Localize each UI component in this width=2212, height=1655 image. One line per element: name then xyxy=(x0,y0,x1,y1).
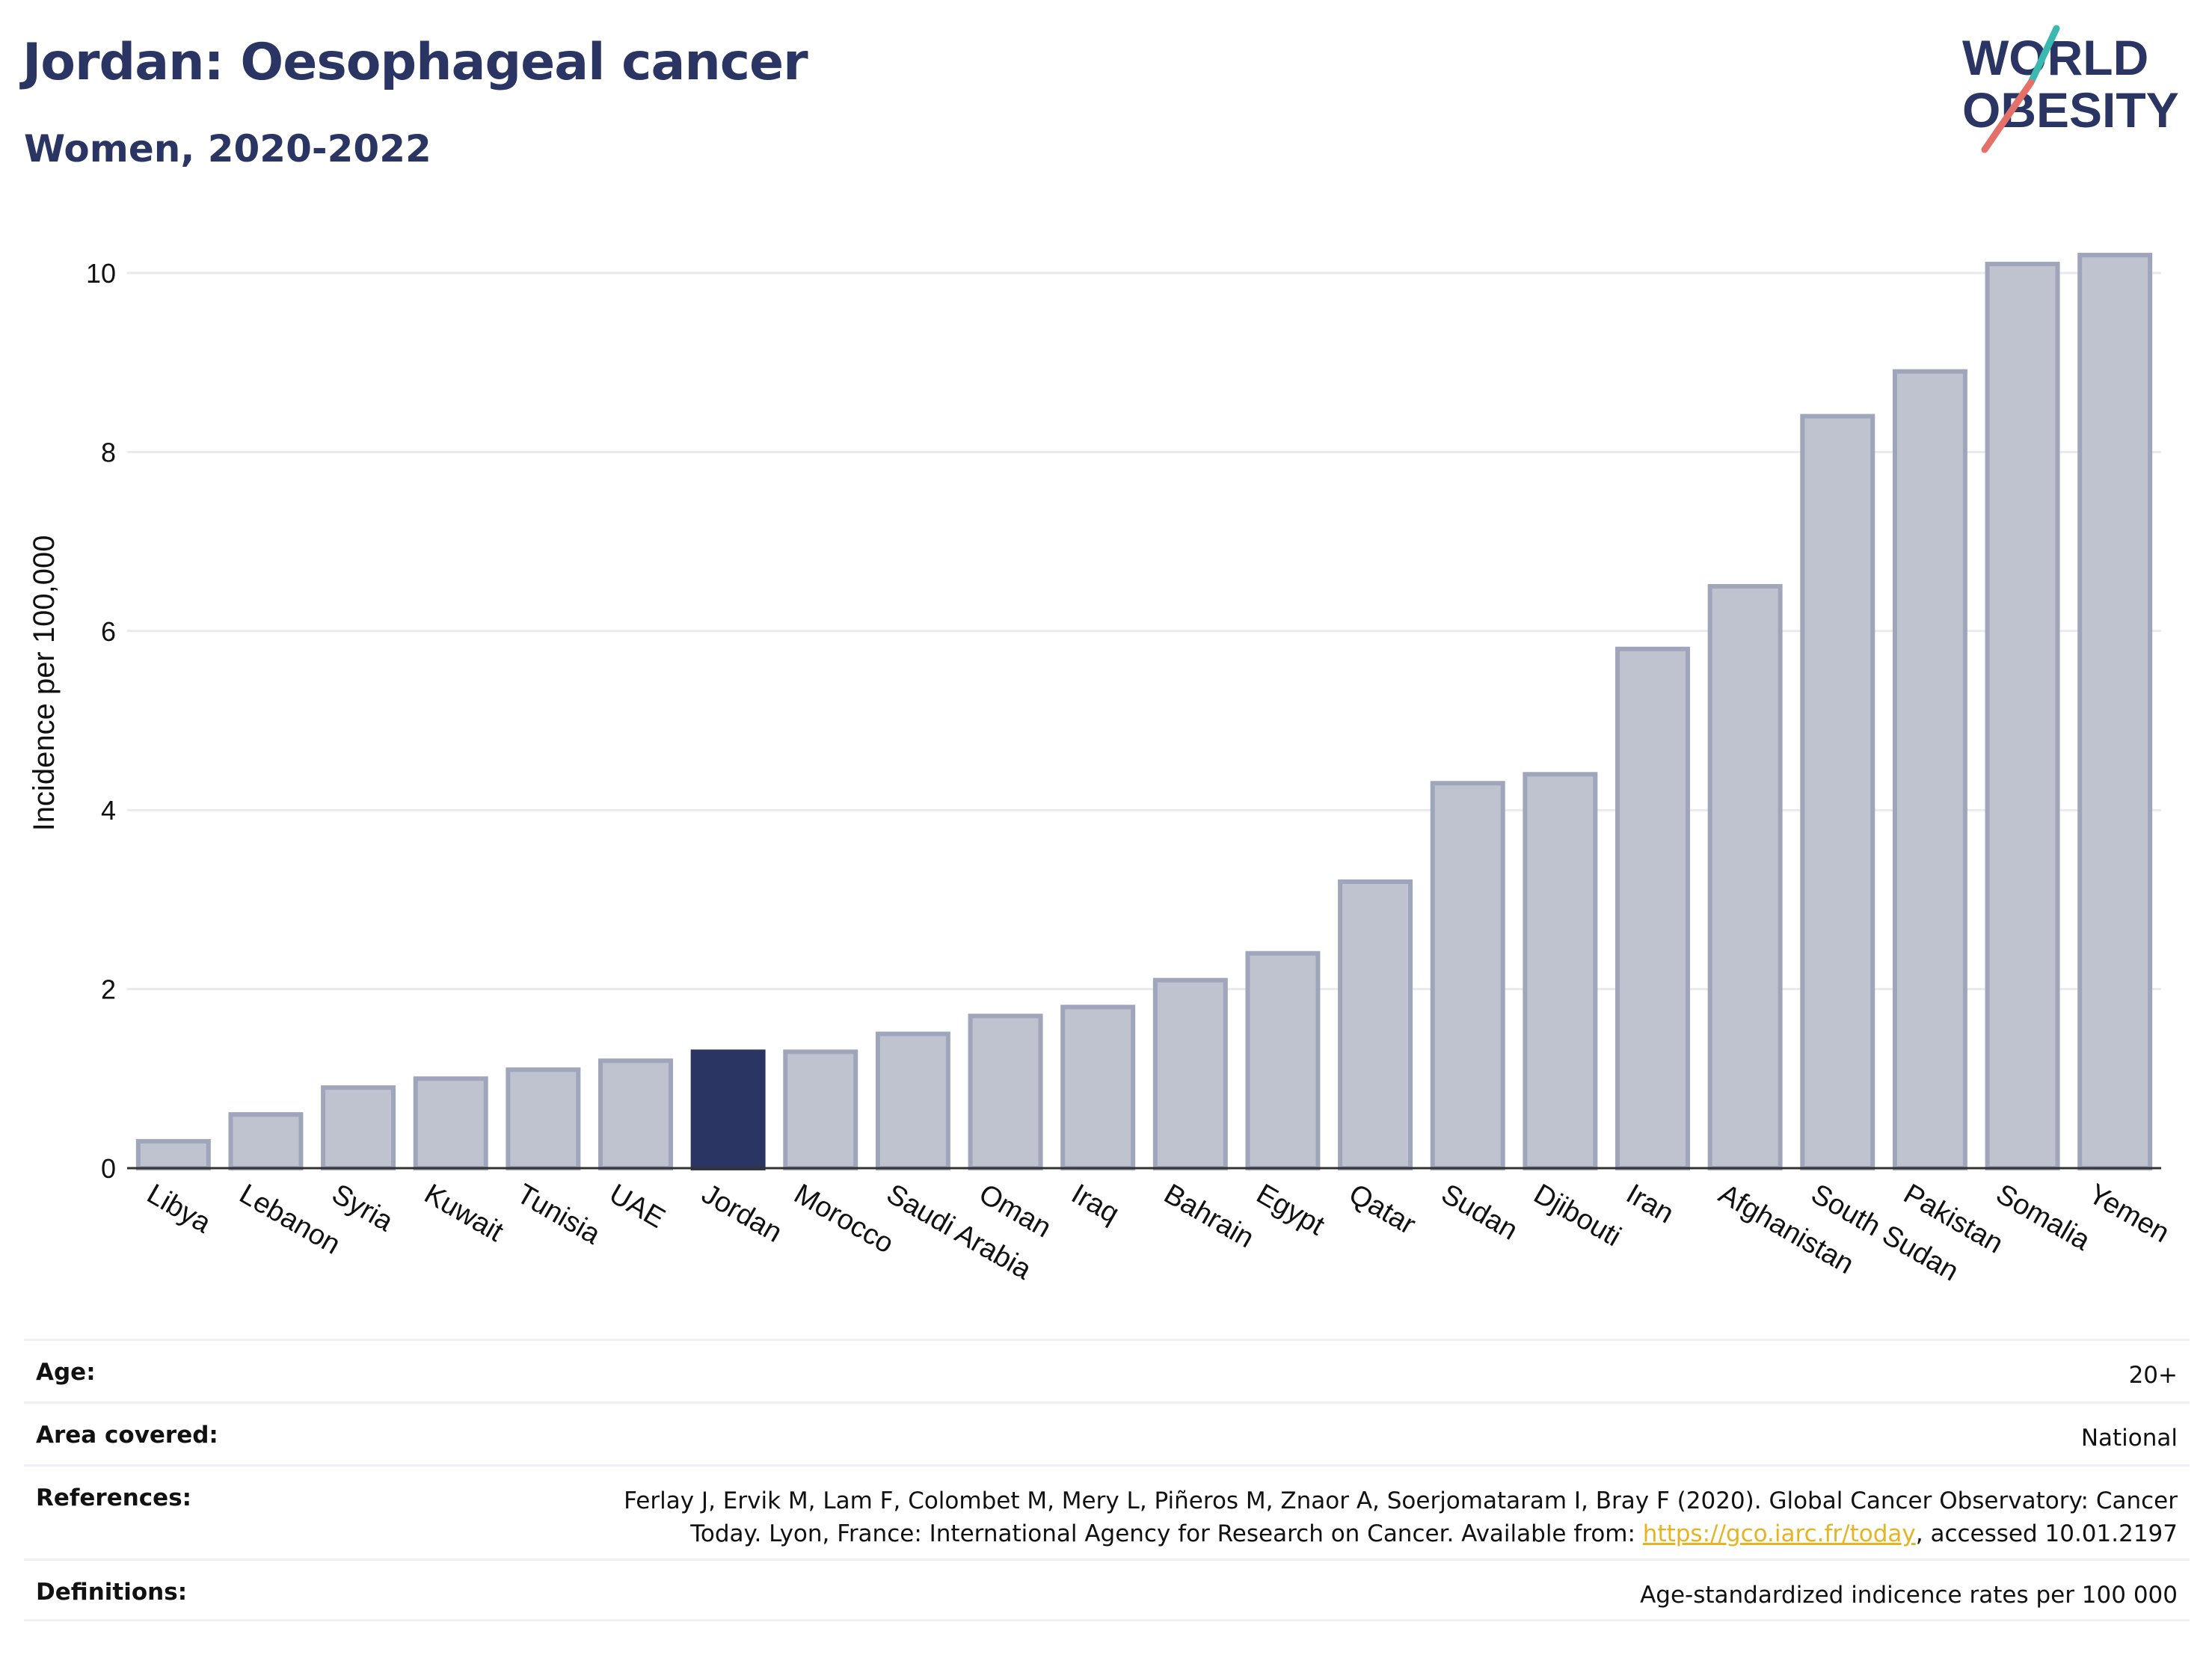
x-tick-label: Libya xyxy=(141,1178,216,1239)
x-tick-label: Morocco xyxy=(789,1178,899,1259)
area-value: National xyxy=(2080,1425,2178,1452)
x-tick-label: Bahrain xyxy=(1158,1178,1259,1254)
bar-uae xyxy=(598,1058,673,1170)
bar-sudan xyxy=(1430,781,1505,1171)
definitions-label: Definitions: xyxy=(36,1579,188,1606)
y-tick-label: 6 xyxy=(101,616,116,647)
bar-iran xyxy=(1615,646,1690,1170)
y-axis-label: Incidence per 100,000 xyxy=(28,535,61,832)
x-tick-label: Somalia xyxy=(1991,1178,2096,1256)
definitions-value: Age-standardized indicence rates per 100… xyxy=(1640,1582,2178,1609)
info-row-area: Area covered: National xyxy=(24,1401,2190,1464)
x-tick-label: UAE xyxy=(604,1178,671,1234)
bar-libya xyxy=(135,1139,211,1170)
bar-kuwait xyxy=(413,1076,488,1171)
x-tick-label: Kuwait xyxy=(419,1178,509,1248)
references-value: Ferlay J, Ervik M, Lam F, Colombet M, Me… xyxy=(624,1484,2178,1550)
bar-djibouti xyxy=(1523,772,1598,1170)
references-link[interactable]: https://gco.iarc.fr/today xyxy=(1642,1520,1916,1547)
y-tick-label: 2 xyxy=(101,974,116,1005)
bar-saudi-arabia xyxy=(875,1031,950,1170)
bar-afghanistan xyxy=(1707,583,1783,1170)
x-tick-label: Lebanon xyxy=(234,1178,345,1260)
x-tick-label: Tunisia xyxy=(511,1178,606,1250)
y-tick-label: 4 xyxy=(101,795,116,826)
x-tick-label: Egypt xyxy=(1251,1178,1330,1241)
x-tick-label: Qatar xyxy=(1344,1178,1422,1241)
bar-tunisia xyxy=(506,1067,581,1170)
bar-oman xyxy=(968,1013,1043,1171)
bar-iraq xyxy=(1060,1004,1136,1171)
bar-jordan xyxy=(690,1049,766,1171)
info-row-references: References: Ferlay J, Ervik M, Lam F, Co… xyxy=(24,1464,2190,1559)
references-text-2: Today. Lyon, France: International Agenc… xyxy=(690,1520,1643,1547)
chart-subtitle: Women, 2020-2022 xyxy=(24,127,431,171)
bar-somalia xyxy=(1985,262,2060,1170)
bar-yemen xyxy=(2077,253,2153,1170)
x-tick-label: Jordan xyxy=(696,1178,787,1248)
references-text-1: Ferlay J, Ervik M, Lam F, Colombet M, Me… xyxy=(624,1487,2178,1514)
references-label: References: xyxy=(36,1484,192,1511)
chart-title: Jordan: Oesophageal cancer xyxy=(22,33,808,92)
info-row-definitions: Definitions: Age-standardized indicence … xyxy=(24,1559,2190,1621)
info-row-age: Age: 20+ xyxy=(24,1339,2190,1401)
bar-pakistan xyxy=(1892,369,1967,1170)
x-tick-label: Yemen xyxy=(2083,1178,2175,1249)
age-label: Age: xyxy=(36,1359,96,1386)
bar-morocco xyxy=(783,1049,858,1171)
logo-slash-teal xyxy=(2027,25,2060,86)
bar-south-sudan xyxy=(1800,414,1875,1170)
bar-syria xyxy=(321,1085,396,1171)
bar-lebanon xyxy=(228,1112,304,1171)
x-tick-label: Iran xyxy=(1621,1178,1680,1229)
bar-egypt xyxy=(1245,951,1321,1170)
area-label: Area covered: xyxy=(36,1422,218,1449)
y-tick-label: 10 xyxy=(86,258,116,289)
y-axis-ticks: 0 2 4 6 8 10 xyxy=(86,258,116,1184)
x-tick-label: Sudan xyxy=(1436,1178,1523,1246)
bar-bahrain xyxy=(1152,977,1228,1170)
y-tick-label: 8 xyxy=(101,437,116,467)
logo-slash-red xyxy=(1981,79,2035,153)
bars xyxy=(135,253,2153,1171)
y-tick-label: 0 xyxy=(101,1153,116,1184)
age-value: 20+ xyxy=(2128,1362,2178,1389)
logo-line-1: WORLD xyxy=(1962,30,2148,85)
bar-qatar xyxy=(1338,879,1413,1170)
references-text-3: , accessed 10.01.2197 xyxy=(1915,1520,2178,1547)
world-obesity-logo: WORLD OBESITY xyxy=(1962,25,2179,153)
x-tick-label: Iraq xyxy=(1066,1178,1125,1229)
x-tick-label: Djibouti xyxy=(1529,1178,1626,1253)
info-table: Age: 20+ Area covered: National Referenc… xyxy=(24,1339,2190,1621)
